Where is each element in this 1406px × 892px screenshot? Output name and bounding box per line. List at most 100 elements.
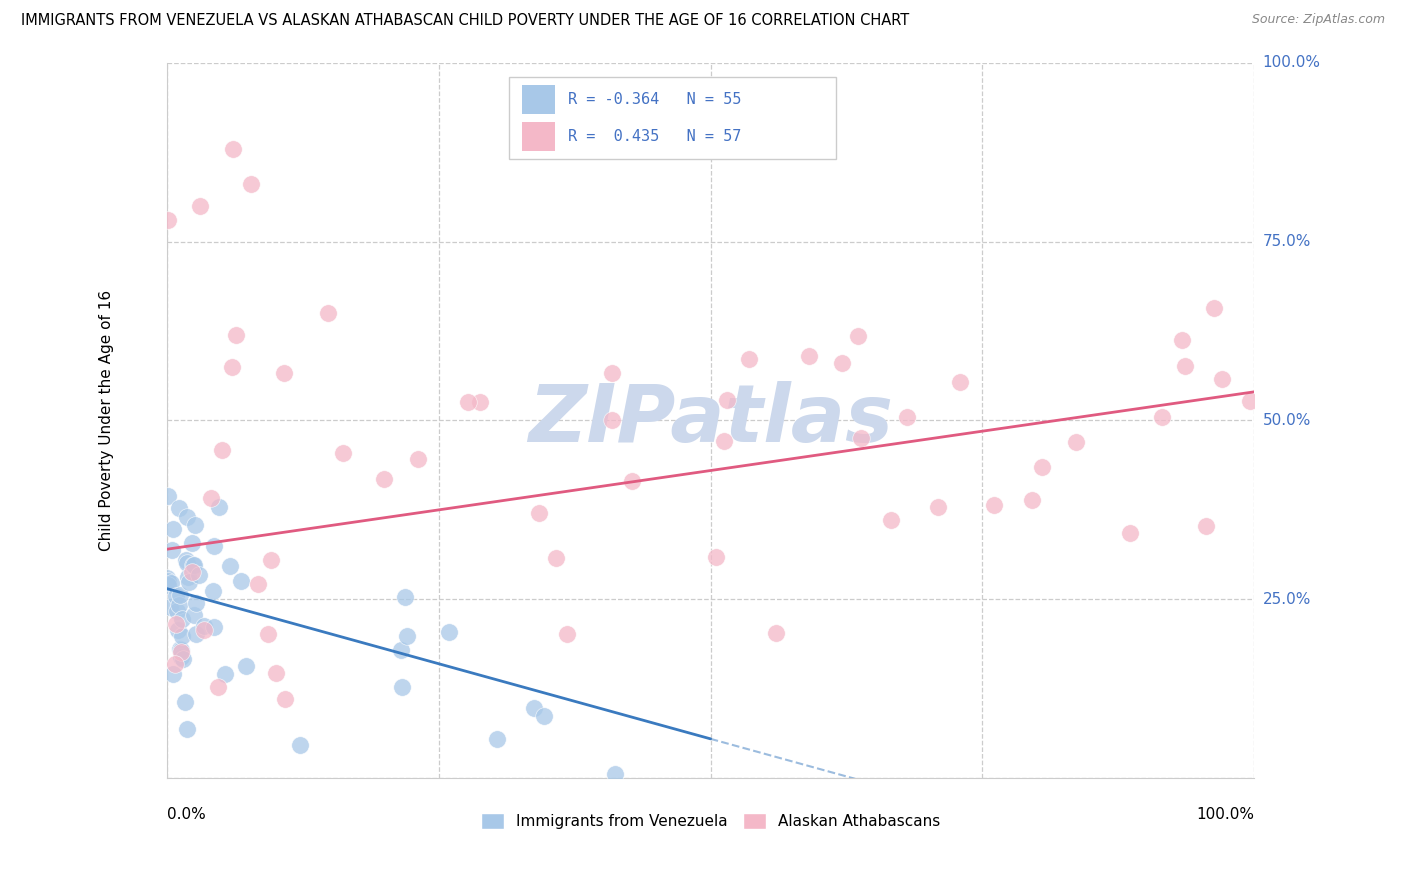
Point bbox=[174, 553, 197, 567]
Point bbox=[163, 657, 186, 671]
Text: IMMIGRANTS FROM VENEZUELA VS ALASKAN ATHABASCAN CHILD POVERTY UNDER THE AGE OF 1: IMMIGRANTS FROM VENEZUELA VS ALASKAN ATH… bbox=[21, 13, 910, 29]
Point bbox=[183, 607, 205, 622]
Text: 100.0%: 100.0% bbox=[1263, 55, 1320, 70]
Point bbox=[181, 565, 204, 579]
Point bbox=[173, 695, 195, 709]
Point bbox=[555, 627, 578, 641]
Point bbox=[181, 536, 204, 550]
Point bbox=[157, 213, 180, 227]
Point bbox=[1204, 301, 1226, 315]
Point bbox=[186, 626, 208, 640]
Point bbox=[533, 709, 555, 723]
Point bbox=[208, 500, 231, 514]
Point bbox=[193, 624, 215, 638]
Point bbox=[200, 491, 222, 506]
Point bbox=[274, 692, 297, 706]
Point bbox=[176, 722, 198, 736]
Point bbox=[202, 584, 225, 599]
Point bbox=[738, 352, 761, 367]
Text: Child Poverty Under the Age of 16: Child Poverty Under the Age of 16 bbox=[100, 290, 114, 551]
Point bbox=[949, 376, 972, 390]
Point bbox=[183, 558, 205, 572]
Point bbox=[264, 665, 287, 680]
Point bbox=[165, 617, 187, 632]
Point bbox=[225, 327, 247, 342]
Point bbox=[831, 356, 853, 370]
Point bbox=[896, 409, 918, 424]
Point bbox=[437, 624, 460, 639]
Point bbox=[170, 629, 193, 643]
Point bbox=[470, 395, 492, 409]
Point bbox=[167, 501, 190, 516]
Point bbox=[1211, 371, 1233, 385]
Point bbox=[167, 598, 190, 612]
Point bbox=[486, 731, 509, 746]
Point bbox=[172, 611, 194, 625]
Point bbox=[246, 577, 269, 591]
Point bbox=[187, 567, 209, 582]
Text: 75.0%: 75.0% bbox=[1263, 234, 1310, 249]
Point bbox=[332, 446, 354, 460]
Point bbox=[523, 700, 546, 714]
Point bbox=[373, 472, 395, 486]
Point bbox=[167, 623, 190, 637]
Point bbox=[1066, 434, 1088, 449]
Point bbox=[221, 359, 243, 374]
Point bbox=[316, 306, 339, 320]
Point bbox=[193, 619, 215, 633]
Text: Source: ZipAtlas.com: Source: ZipAtlas.com bbox=[1251, 13, 1385, 27]
Point bbox=[162, 666, 184, 681]
Point bbox=[1119, 526, 1142, 541]
Point bbox=[207, 680, 229, 694]
Point bbox=[1174, 359, 1197, 373]
Point bbox=[391, 680, 413, 694]
Point bbox=[394, 590, 416, 604]
Point bbox=[231, 574, 253, 588]
Point bbox=[927, 500, 949, 515]
Point bbox=[214, 667, 236, 681]
Point bbox=[765, 626, 787, 640]
Point bbox=[605, 766, 627, 780]
Point bbox=[235, 659, 257, 673]
Point bbox=[169, 588, 191, 602]
Point bbox=[257, 627, 280, 641]
Point bbox=[202, 620, 225, 634]
Point bbox=[983, 498, 1005, 512]
Point bbox=[157, 574, 180, 588]
Point bbox=[602, 366, 624, 380]
Point bbox=[620, 474, 643, 488]
Point bbox=[170, 650, 193, 665]
Point bbox=[602, 413, 624, 427]
Point bbox=[1021, 493, 1043, 508]
Point bbox=[240, 178, 263, 192]
Point bbox=[186, 596, 208, 610]
Point bbox=[188, 199, 211, 213]
FancyBboxPatch shape bbox=[523, 122, 555, 151]
Point bbox=[704, 550, 727, 565]
Point bbox=[1170, 334, 1192, 348]
Point bbox=[170, 643, 193, 657]
FancyBboxPatch shape bbox=[509, 77, 835, 160]
Point bbox=[716, 393, 738, 408]
Point bbox=[222, 141, 245, 155]
Text: 50.0%: 50.0% bbox=[1263, 413, 1310, 428]
Point bbox=[184, 517, 207, 532]
Point bbox=[211, 442, 233, 457]
Point bbox=[260, 552, 283, 566]
Point bbox=[880, 513, 903, 527]
Point bbox=[799, 349, 821, 363]
Point bbox=[157, 578, 180, 592]
Point bbox=[156, 571, 179, 585]
Point bbox=[1239, 393, 1261, 408]
Point bbox=[544, 550, 567, 565]
Point bbox=[176, 556, 198, 570]
Text: ZIPatlas: ZIPatlas bbox=[529, 382, 893, 459]
Point bbox=[851, 431, 873, 445]
Point bbox=[172, 652, 194, 666]
Point bbox=[159, 599, 181, 614]
Point bbox=[160, 575, 183, 590]
Point bbox=[169, 641, 191, 656]
Point bbox=[160, 542, 183, 557]
Point bbox=[157, 490, 180, 504]
FancyBboxPatch shape bbox=[523, 86, 555, 114]
